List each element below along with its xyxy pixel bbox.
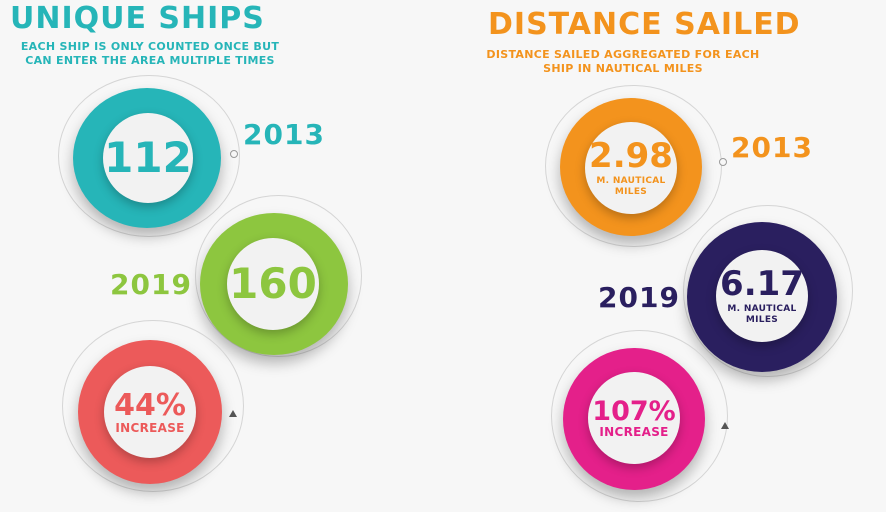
distance-2019-year: 2019 [598, 281, 680, 314]
distance-2019-disc: 6.17 M. NAUTICAL MILES [716, 250, 808, 342]
ships-2019-year: 2019 [110, 268, 192, 301]
distance-2013-disc: 2.98 M. NAUTICAL MILES [585, 122, 677, 214]
distance-2019-unit-line2: MILES [745, 314, 779, 325]
orbit-ring [62, 320, 244, 492]
distance-increase-value: 107% [592, 396, 676, 427]
up-arrow-icon [721, 422, 729, 429]
distance-increase-disc: 107% INCREASE [588, 372, 680, 464]
unique-ships-subtitle-line2: CAN ENTER THE AREA MULTIPLE TIMES [25, 54, 275, 67]
distance-sailed-subtitle-line1: DISTANCE SAILED AGGREGATED FOR EACH [486, 48, 760, 61]
distance-sailed-title: DISTANCE SAILED [488, 7, 801, 42]
ships-2013-disc: 112 [103, 113, 193, 203]
ships-increase-disc: 44% INCREASE [104, 366, 196, 458]
unique-ships-title: UNIQUE SHIPS [10, 1, 265, 36]
unique-ships-subtitle: EACH SHIP IS ONLY COUNTED ONCE BUT CAN E… [0, 40, 300, 68]
distance-2013-unit-line1: M. NAUTICAL [596, 175, 666, 186]
distance-sailed-subtitle: DISTANCE SAILED AGGREGATED FOR EACH SHIP… [473, 48, 773, 76]
up-arrow-icon [229, 410, 237, 417]
orbit-ring [683, 205, 853, 377]
ships-2019-disc: 160 [227, 238, 319, 330]
distance-2013-value: 2.98 [589, 135, 673, 176]
ships-increase-value: 44% [114, 387, 186, 423]
distance-2013-unit-line2: MILES [614, 186, 648, 197]
distance-2019-unit-line1: M. NAUTICAL [727, 303, 797, 314]
distance-sailed-panel: DISTANCE SAILED DISTANCE SAILED AGGREGAT… [443, 0, 886, 512]
unique-ships-subtitle-line1: EACH SHIP IS ONLY COUNTED ONCE BUT [20, 40, 280, 53]
orbit-ring [195, 195, 362, 357]
ships-2013-year: 2013 [243, 118, 325, 151]
ships-2013-value: 112 [104, 133, 192, 182]
connector-dot [230, 150, 238, 158]
orbit-ring [551, 330, 728, 502]
connector-dot [719, 158, 727, 166]
orbit-ring [58, 75, 240, 237]
distance-sailed-subtitle-line2: SHIP IN NAUTICAL MILES [543, 62, 703, 75]
distance-2013-year: 2013 [731, 131, 813, 164]
ships-2019-value: 160 [229, 259, 317, 308]
unique-ships-panel: UNIQUE SHIPS EACH SHIP IS ONLY COUNTED O… [0, 1, 362, 492]
distance-2019-value: 6.17 [720, 263, 804, 304]
distance-increase-label: INCREASE [599, 425, 669, 439]
orbit-ring [545, 85, 722, 247]
ships-increase-label: INCREASE [115, 420, 185, 435]
